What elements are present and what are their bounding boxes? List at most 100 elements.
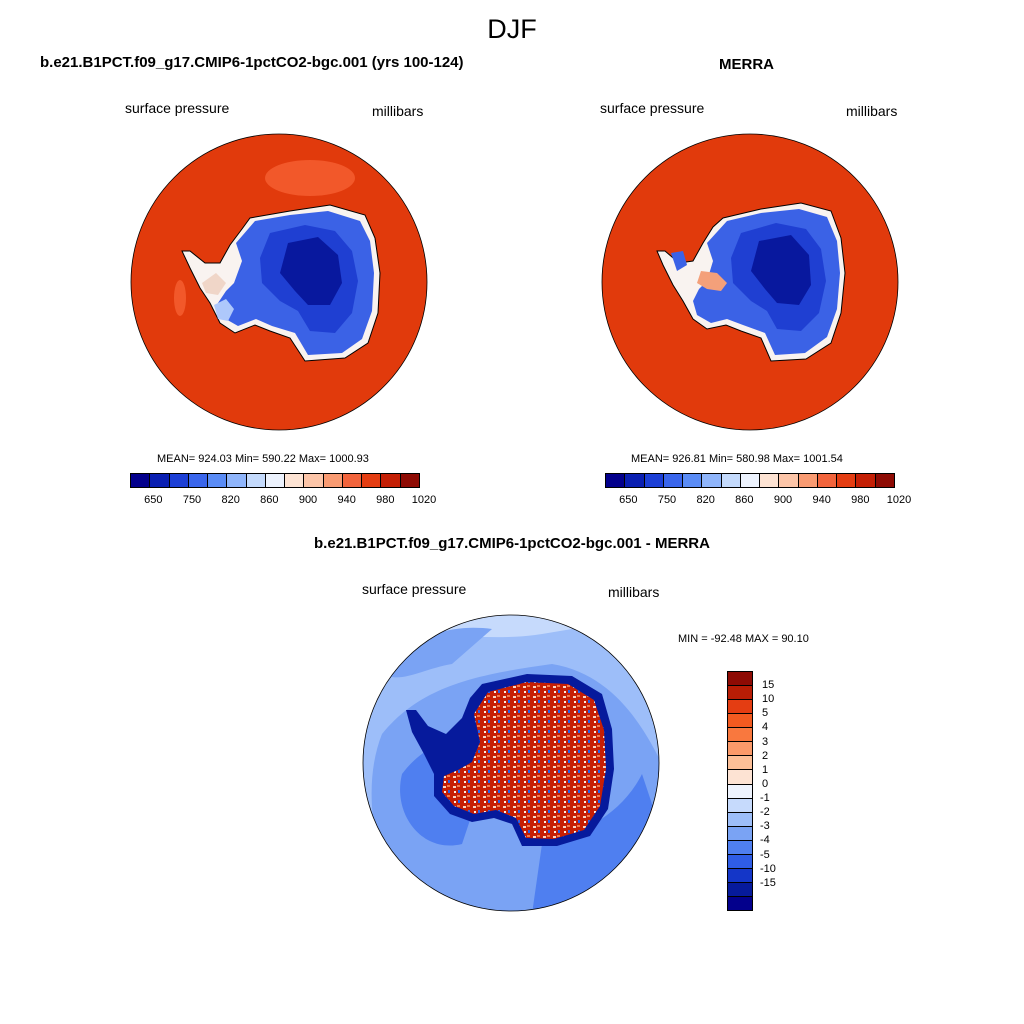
panel-1-colorbar-swatch — [304, 474, 324, 487]
panel-3-colorbar-swatch — [728, 686, 752, 701]
panel-2-title: MERRA — [719, 56, 774, 73]
panel-1-units-label: millibars — [372, 103, 424, 119]
panel-2-colorbar-swatch — [837, 474, 857, 487]
panel-2-colorbar-swatch — [875, 474, 894, 487]
panel-1-colorbar-labels: 650 750 820 860 900 940 980 1020 — [130, 494, 436, 508]
panel-3-colorbar-swatch — [728, 714, 752, 729]
panel-2-colorbar-swatch — [856, 474, 876, 487]
panel-1-colorbar-swatch — [381, 474, 401, 487]
panel-2-colorbar-tick-label: 900 — [773, 494, 793, 506]
panel-2-stats: MEAN= 926.81 Min= 580.98 Max= 1001.54 — [631, 453, 843, 465]
panel-3-colorbar-swatch — [728, 770, 752, 785]
panel-2-colorbar-tick-label: 940 — [812, 494, 831, 506]
panel-1-colorbar-tick-label: 860 — [260, 494, 279, 506]
panel-3-colorbar-tick-label: 5 — [762, 707, 769, 720]
figure-title: DJF — [487, 14, 537, 44]
panel-3-colorbar-tick-label: -1 — [760, 792, 770, 805]
panel-2-colorbar-swatch — [625, 474, 645, 487]
panel-3-colorbar-tick-label: 1 — [762, 763, 769, 776]
panel-3-colorbar-tick-label: -15 — [760, 876, 776, 889]
panel-2-colorbar-swatch — [740, 474, 761, 487]
panel-1-colorbar-tick-label: 980 — [376, 494, 395, 506]
panel-1-colorbar-swatch — [188, 474, 209, 487]
panel-3-colorbar-swatch — [728, 840, 752, 855]
panel-2-colorbar-tick-label: 650 — [619, 494, 638, 506]
panel-3-colorbar-swatch — [728, 826, 752, 841]
panel-2-colorbar-swatch — [606, 474, 626, 487]
panel-1-colorbar-tick-label: 900 — [298, 494, 318, 506]
panel-2-polar-map — [601, 133, 899, 431]
panel-2-colorbar-swatch — [644, 474, 664, 487]
panel-3-colorbar-swatch — [728, 700, 752, 715]
panel-2-colorbar-tick-label: 980 — [851, 494, 870, 506]
panel-3-colorbar-labels: 15 10 5 4 3 2 1 0 -1 -2 -3 -4 -5 -10 -15 — [760, 671, 802, 909]
panel-2-colorbar-tick-label: 1020 — [886, 494, 912, 506]
panel-3-colorbar-tick-label: 15 — [762, 679, 775, 692]
panel-3-variable-label: surface pressure — [362, 581, 467, 597]
panel-3-colorbar-swatch — [728, 742, 752, 757]
panel-1-colorbar-tick-label: 750 — [182, 494, 202, 506]
panel-3-colorbar-swatch — [728, 672, 752, 687]
panel-2-colorbar — [605, 473, 895, 488]
panel-2-colorbar-tick-label: 820 — [696, 494, 715, 506]
panel-2-colorbar-swatch — [663, 474, 684, 487]
panel-1-colorbar-swatch — [169, 474, 189, 487]
panel-1-colorbar-swatch — [323, 474, 343, 487]
panel-3-colorbar-swatch — [728, 728, 752, 743]
panel-1-colorbar-swatch — [342, 474, 363, 487]
panel-1-variable-label: surface pressure — [125, 100, 230, 116]
panel-3-colorbar-swatch — [728, 756, 752, 771]
panel-1-colorbar-swatch — [362, 474, 382, 487]
panel-2-colorbar-swatch — [683, 474, 703, 487]
panel-2-colorbar-swatch — [817, 474, 838, 487]
panel-3-colorbar-swatch — [728, 784, 752, 799]
panel-3-colorbar-swatch — [728, 897, 752, 911]
panel-1-colorbar-swatch — [246, 474, 266, 487]
panel-2-colorbar-swatch — [760, 474, 780, 487]
panel-2-colorbar-swatch — [721, 474, 741, 487]
panel-3-colorbar-tick-label: -2 — [760, 806, 770, 819]
panel-1-colorbar — [130, 473, 420, 488]
panel-3-colorbar-tick-label: 10 — [762, 693, 775, 706]
panel-3-colorbar-swatch — [728, 854, 752, 869]
panel-1-colorbar-swatch — [285, 474, 305, 487]
panel-2-variable-label: surface pressure — [600, 100, 705, 116]
panel-3-polar-map — [362, 614, 660, 912]
panel-3-colorbar-tick-label: -10 — [760, 862, 776, 875]
panel-2-colorbar-labels: 650 750 820 860 900 940 980 1020 — [605, 494, 911, 508]
panel-3-colorbar-tick-label: -5 — [760, 848, 770, 861]
panel-1-title: b.e21.B1PCT.f09_g17.CMIP6-1pctCO2-bgc.00… — [40, 54, 464, 71]
panel-3-colorbar-tick-label: -4 — [760, 834, 770, 847]
panel-2-colorbar-tick-label: 860 — [735, 494, 754, 506]
panel-2-colorbar-swatch — [702, 474, 722, 487]
panel-1-colorbar-swatch — [227, 474, 247, 487]
panel-3-colorbar-tick-label: 4 — [762, 721, 769, 734]
panel-3-colorbar-swatch — [728, 868, 752, 883]
panel-3-units-label: millibars — [608, 584, 660, 600]
panel-3-title: b.e21.B1PCT.f09_g17.CMIP6-1pctCO2-bgc.00… — [314, 535, 710, 552]
panel-3-colorbar-tick-label: -3 — [760, 820, 770, 833]
panel-1-colorbar-tick-label: 940 — [337, 494, 356, 506]
panel-3-colorbar-swatch — [728, 798, 752, 813]
panel-1-stats: MEAN= 924.03 Min= 590.22 Max= 1000.93 — [157, 453, 369, 465]
panel-1-colorbar-swatch — [265, 474, 286, 487]
panel-2-colorbar-swatch — [779, 474, 799, 487]
panel-3-colorbar-tick-label: 2 — [762, 749, 769, 762]
panel-1-colorbar-swatch — [131, 474, 151, 487]
panel-2-colorbar-tick-label: 750 — [657, 494, 677, 506]
panel-1-polar-map — [130, 133, 428, 431]
panel-2-colorbar-swatch — [798, 474, 818, 487]
panel-1-colorbar-tick-label: 820 — [221, 494, 240, 506]
panel-3-colorbar — [727, 671, 753, 911]
panel-1-colorbar-swatch — [208, 474, 228, 487]
panel-3-colorbar-swatch — [728, 882, 752, 897]
panel-1-colorbar-swatch — [400, 474, 419, 487]
panel-3-stats: MIN = -92.48 MAX = 90.10 — [678, 633, 809, 645]
panel-3-colorbar-tick-label: 3 — [762, 735, 769, 748]
panel-1-colorbar-swatch — [150, 474, 170, 487]
panel-3-colorbar-swatch — [728, 812, 752, 827]
panel-3-colorbar-tick-label: 0 — [762, 777, 769, 790]
panel-2-units-label: millibars — [846, 103, 898, 119]
panel-1-colorbar-tick-label: 650 — [144, 494, 163, 506]
panel-1-colorbar-tick-label: 1020 — [411, 494, 437, 506]
